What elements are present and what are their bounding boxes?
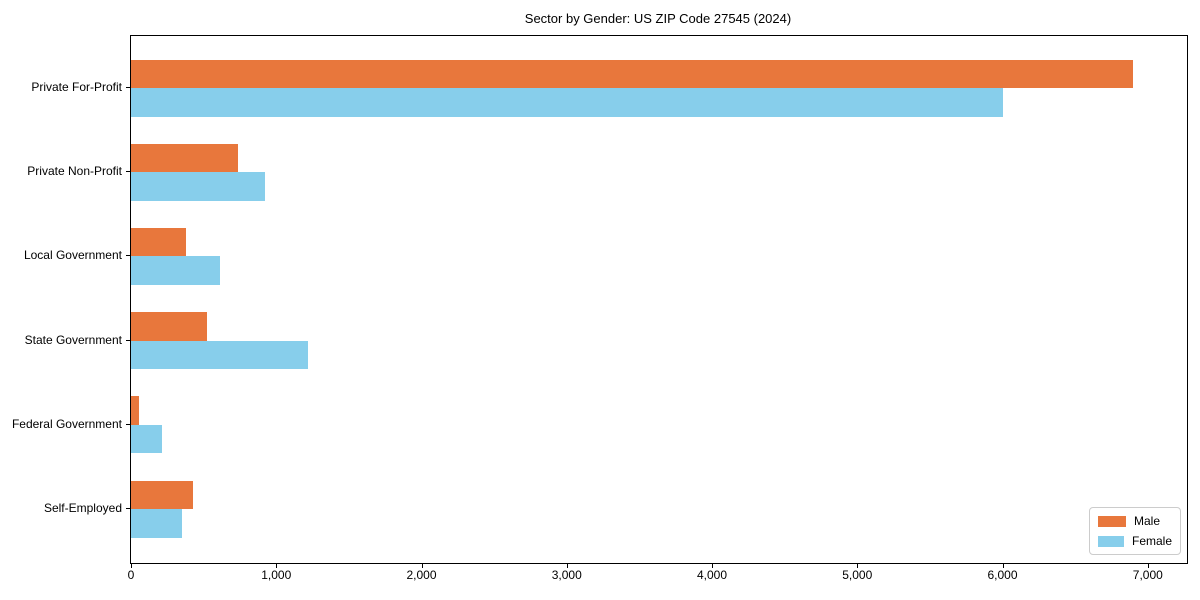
- bar-female-5: [131, 509, 182, 538]
- y-axis-label: Federal Government: [11, 416, 122, 431]
- x-axis-tick-label: 3,000: [551, 568, 582, 582]
- legend-label-male: Male: [1134, 514, 1161, 528]
- bar-male-1: [131, 143, 239, 173]
- y-axis-label: Private For-Profit: [31, 80, 122, 94]
- x-axis-tick: [131, 564, 132, 568]
- x-axis-tick-label: 4,000: [697, 568, 728, 582]
- x-axis-tick-label: 1,000: [261, 568, 292, 582]
- y-axis-label: Local Government: [23, 248, 122, 263]
- x-axis-tick-label: 7,000: [1132, 568, 1163, 582]
- x-axis-tick-label: 0: [127, 568, 135, 582]
- y-axis-tick: [126, 508, 130, 509]
- x-axis-tick: [712, 564, 714, 568]
- y-axis-tick: [126, 171, 130, 173]
- y-axis-tick: [126, 87, 130, 88]
- x-axis-tick-label: 5,000: [842, 568, 873, 582]
- plot-area: [130, 35, 1188, 564]
- bar-female-4: [131, 424, 162, 454]
- x-axis-tick: [276, 564, 278, 568]
- bar-female-0: [131, 88, 1003, 117]
- x-axis-tick-label: 2,000: [406, 568, 437, 582]
- y-axis-label: Self-Employed: [43, 501, 122, 515]
- x-axis-tick: [857, 564, 859, 568]
- legend-label-female: Female: [1131, 534, 1172, 548]
- x-axis-tick: [1147, 564, 1149, 568]
- y-axis-label: State Government: [24, 332, 122, 347]
- x-axis-tick: [421, 564, 423, 568]
- legend-swatch-female: [1098, 535, 1124, 547]
- bar-male-0: [131, 59, 1134, 88]
- bar-male-4: [131, 396, 139, 425]
- y-axis-tick: [126, 339, 130, 341]
- x-axis-tick: [1002, 564, 1004, 568]
- bar-female-3: [131, 340, 309, 370]
- bar-male-3: [131, 312, 207, 341]
- y-axis-tick: [126, 255, 130, 257]
- chart-title: Sector by Gender: US ZIP Code 27545 (202…: [524, 11, 792, 26]
- y-axis-label: Private Non-Profit: [27, 164, 122, 179]
- bar-female-2: [131, 256, 220, 285]
- bar-male-2: [131, 227, 187, 257]
- legend-item-male: Male: [1098, 514, 1172, 528]
- bar-female-1: [131, 172, 265, 201]
- legend-swatch-male: [1098, 515, 1126, 527]
- legend: Male Female: [1089, 507, 1181, 555]
- x-axis-tick-label: 6,000: [987, 568, 1018, 582]
- bar-male-5: [131, 480, 194, 509]
- x-axis-tick: [566, 564, 568, 568]
- legend-item-female: Female: [1098, 534, 1172, 548]
- y-axis-tick: [126, 423, 130, 425]
